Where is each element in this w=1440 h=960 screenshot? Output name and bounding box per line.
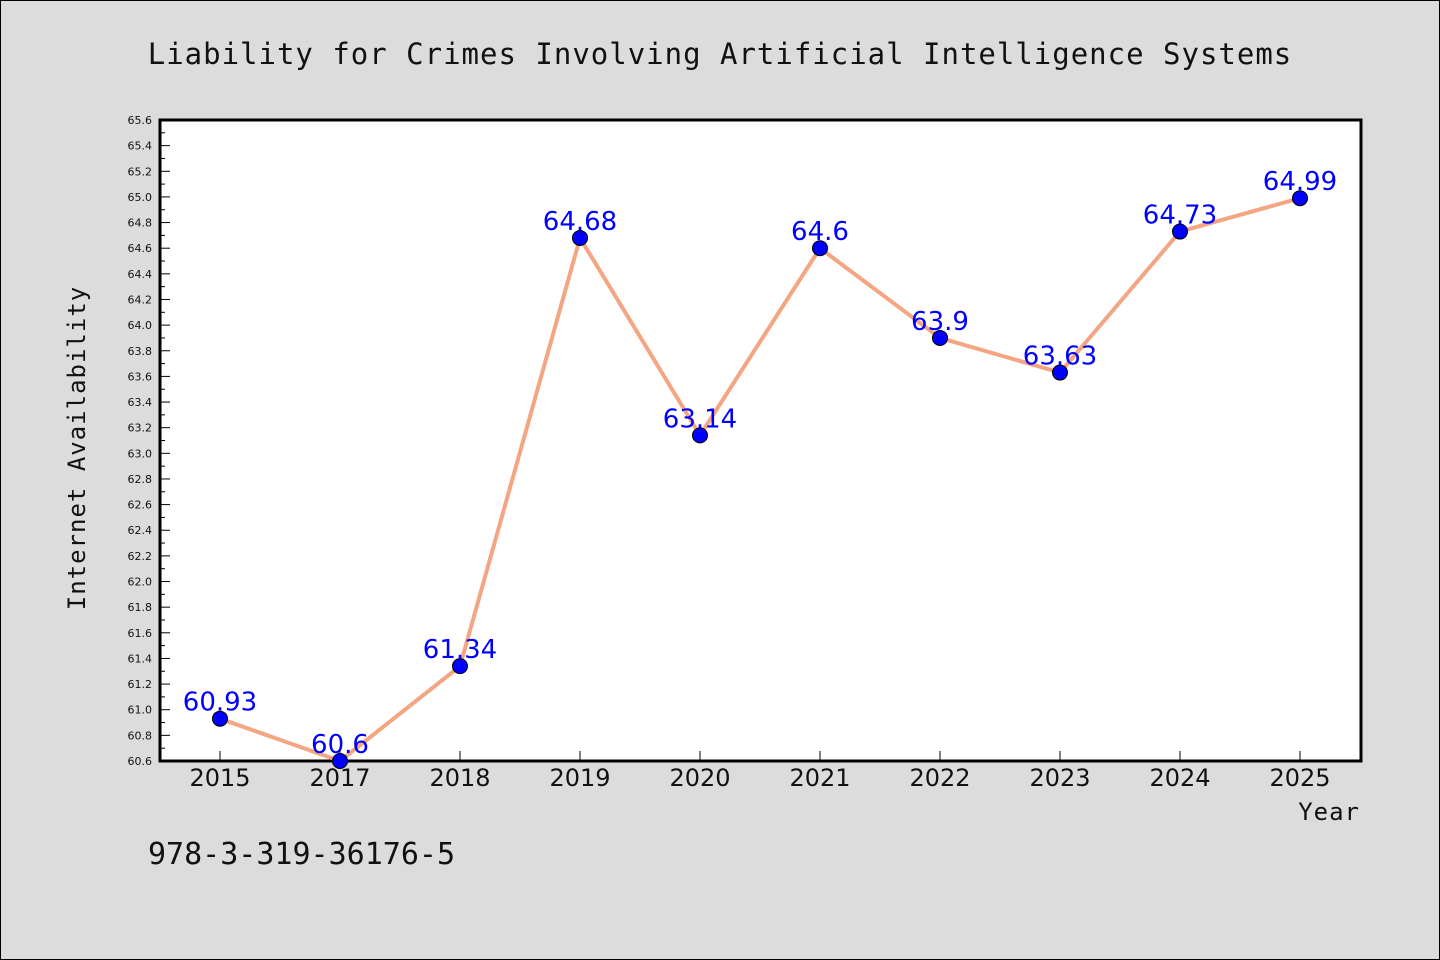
y-tick-label: 63.4 — [128, 396, 153, 409]
y-tick-label: 65.4 — [128, 140, 153, 153]
series-line — [218, 196, 1302, 763]
x-tick-label: 2024 — [1149, 764, 1210, 792]
y-tick-label: 63.0 — [128, 447, 153, 460]
series-group: 60.93 60.6 61.34 64.68 63.14 64.6 63.9 63.63 64.… — [183, 167, 1337, 769]
x-tick-label: 2023 — [1029, 764, 1090, 792]
chart-title: Liability for Crimes Involving Artificia… — [148, 37, 1293, 71]
data-point — [812, 240, 828, 257]
isbn-footnote: 978-3-319-36176-5 — [148, 837, 455, 872]
data-point — [1172, 223, 1188, 240]
y-tick-label: 64.6 — [128, 242, 153, 255]
y-axis-label: Internet Availability — [63, 286, 91, 610]
y-tick-label: 61.8 — [128, 601, 153, 614]
data-point — [452, 658, 468, 675]
y-tick-label: 64.2 — [128, 293, 153, 306]
x-tick-label: 2019 — [549, 764, 610, 792]
y-tick-label: 62.2 — [128, 550, 153, 563]
data-point — [692, 427, 708, 444]
y-tick-label: 64.4 — [128, 268, 153, 281]
data-point — [1052, 364, 1068, 381]
x-tick-label: 2021 — [789, 764, 850, 792]
y-tick-label: 61.6 — [128, 627, 153, 640]
x-axis: 2015 2017 2018 2019 2020 2021 2022 2023 2024 2025 — [189, 751, 1331, 792]
x-tick-label: 2022 — [909, 764, 970, 792]
data-label: 63.14 — [663, 404, 737, 434]
data-label: 60.93 — [183, 688, 257, 718]
y-tick-label: 63.2 — [128, 422, 153, 435]
y-tick-label: 63.6 — [128, 370, 153, 383]
data-point — [572, 229, 588, 246]
y-tick-label: 61.2 — [128, 678, 153, 691]
data-point — [332, 753, 348, 769]
y-tick-label: 65.6 — [128, 114, 153, 127]
x-axis-label: Year — [1298, 798, 1360, 826]
data-label: 64.68 — [543, 207, 617, 237]
data-point — [212, 710, 228, 727]
y-tick-label: 61.4 — [128, 652, 153, 665]
y-tick-label: 64.8 — [128, 217, 153, 230]
data-point — [932, 329, 948, 346]
y-tick-label: 62.0 — [128, 576, 153, 589]
y-tick-label: 62.8 — [128, 473, 153, 486]
y-axis: 60.6 60.8 61.0 61.2 61.4 61.6 61.8 62.0 62.2 62.4… — [128, 114, 170, 768]
y-tick-label: 61.0 — [128, 704, 153, 717]
y-tick-label: 62.6 — [128, 499, 153, 512]
data-label: 63.9 — [911, 307, 969, 337]
plot-area — [158, 118, 1363, 763]
y-tick-label: 62.4 — [128, 524, 153, 537]
y-tick-label: 60.8 — [128, 729, 153, 742]
data-label: 64.99 — [1263, 167, 1337, 197]
data-label: 64.6 — [791, 217, 849, 247]
y-tick-label: 65.0 — [128, 191, 153, 204]
x-tick-label: 2015 — [189, 764, 250, 792]
x-tick-label: 2018 — [429, 764, 490, 792]
data-point — [1292, 190, 1308, 207]
x-tick-label: 2025 — [1269, 764, 1330, 792]
x-tick-label: 2020 — [669, 764, 730, 792]
y-tick-label: 60.6 — [128, 755, 153, 768]
data-label: 60.6 — [311, 730, 369, 760]
y-tick-label: 64.0 — [128, 319, 153, 332]
y-tick-label: 65.2 — [128, 165, 153, 178]
y-tick-label: 63.8 — [128, 345, 153, 358]
data-label: 63.63 — [1023, 342, 1097, 372]
data-label: 64.73 — [1143, 201, 1217, 231]
data-label: 61.34 — [423, 635, 497, 665]
